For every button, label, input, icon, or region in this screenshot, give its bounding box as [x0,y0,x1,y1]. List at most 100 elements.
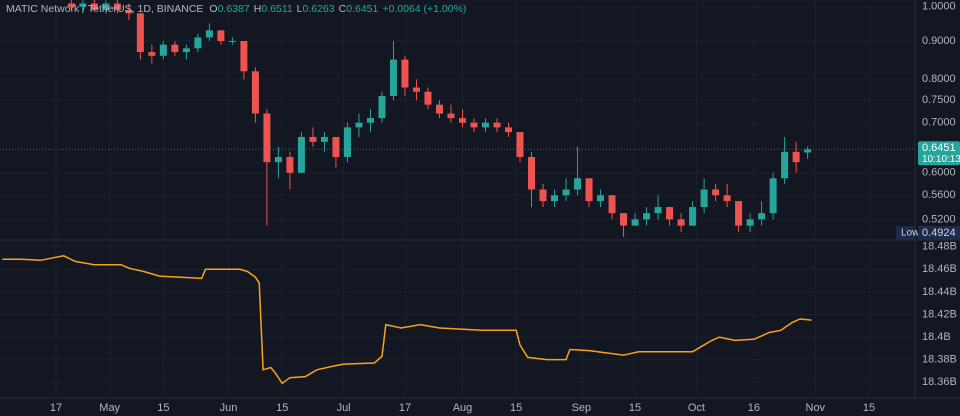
candle-body [378,95,386,119]
candle-body [148,52,156,56]
low-badge-label: Low [901,228,920,239]
x-tick-label: 15 [863,402,875,414]
candle-body [320,136,328,142]
x-tick-label: May [99,402,120,414]
candle-body [90,3,98,11]
x-tick-label: 17 [399,402,411,414]
candle-body [620,213,628,226]
symbol-title: MATIC Network / TetherUS, 1D, BINANCE [6,3,204,15]
y-tick-label: 0.8000 [922,73,956,85]
x-tick-label: 15 [157,402,169,414]
y-tick-label: 18.4B [922,331,951,343]
candle-body [424,91,432,105]
candle-body [735,201,743,226]
candle-body [654,207,662,214]
low-value-label: 0.4924 [922,227,956,239]
ohlc-value: 0.6451 [346,3,379,15]
x-tick-label: Aug [453,402,473,414]
x-tick-label: Sep [572,402,592,414]
x-tick-label: 15 [510,402,522,414]
candle-body [574,178,582,190]
change-label: +0.0064 (+1.00%) [382,3,467,15]
candle-body [758,213,766,220]
candle-body [159,44,167,56]
x-tick-label: Jul [337,402,351,414]
ohlc-value: 0.6387 [217,3,250,15]
candle-body [286,156,294,173]
candle-body [251,71,259,114]
x-tick-label: 16 [748,402,760,414]
candle-body [505,127,513,133]
y-tick-label: 0.7000 [922,117,956,129]
candle-body [712,189,720,196]
y-tick-label: 0.7500 [922,94,956,106]
candle-body [355,122,363,128]
y-tick-label: 0.6000 [922,167,956,179]
x-tick-label: Jun [220,402,238,414]
candle-body [67,3,75,7]
candle-body [723,195,731,202]
candle-body [746,219,754,226]
candle-body [792,151,800,163]
y-tick-label: 0.5600 [922,189,956,201]
candle-body [263,113,271,163]
x-tick-label: 17 [50,402,62,414]
y-tick-label: 1.0000 [922,1,956,13]
countdown-label: 10:10:13 [922,154,960,165]
ohlc-value: 0.6511 [261,3,293,15]
candle-body [401,59,409,88]
candle-body [447,113,455,119]
candle-body [677,219,685,226]
candle-body [240,41,248,72]
candle-body [274,156,282,163]
ohlc-value: 0.6263 [302,3,335,15]
y-tick-label: 18.46B [922,263,957,275]
candle-body [597,195,605,202]
y-tick-label: 18.38B [922,354,957,366]
candle-body [493,122,501,128]
ohlc-key: H [253,3,262,15]
x-tick-label: 15 [276,402,288,414]
supply-line [2,255,812,385]
ohlc-key: O [209,3,218,15]
candle-body [551,195,559,202]
candle-body [562,189,570,196]
candle-body [136,13,144,53]
candle-body [343,127,351,157]
x-tick-label: Oct [688,402,705,414]
candle-body [804,149,812,153]
y-tick-label: 18.36B [922,376,957,388]
candle-body [781,151,789,179]
x-tick-label: Nov [806,402,826,414]
x-tick-label: 15 [629,402,641,414]
candle-body [297,136,305,173]
y-tick-label: 18.42B [922,308,957,320]
candle-body [769,178,777,214]
candle-body [113,3,121,11]
low-value-badge [918,226,960,240]
candle-body [79,3,87,7]
last-price-label: 0.6451 [922,142,956,154]
candle-body [125,10,133,14]
candle-body [194,37,202,49]
candle-body [470,122,478,128]
candle-body [217,30,225,42]
candle-body [631,219,639,226]
candle-body [435,104,443,114]
candle-body [539,189,547,202]
y-tick-label: 0.5200 [922,213,956,225]
candle-body [205,30,213,38]
y-tick-label: 0.9000 [922,35,956,47]
ohlc-key: C [338,3,347,15]
candle-body [528,156,536,190]
candle-body [102,3,110,11]
candle-body [366,118,374,123]
candle-body [585,178,593,202]
y-tick-label: 18.44B [922,286,957,298]
candle-body [412,87,420,92]
candle-body [332,136,340,157]
low-badge-bg [896,226,916,240]
price-axis-bg [915,0,960,416]
